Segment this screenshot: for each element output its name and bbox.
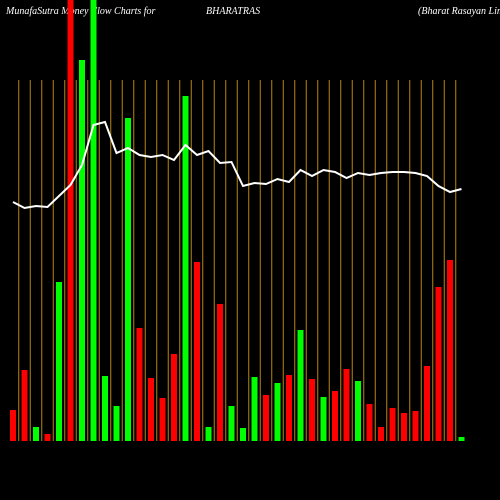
bar [205,427,212,441]
bar [182,96,189,441]
bar [148,378,154,441]
bar [274,383,281,441]
bar [251,377,258,441]
bar [136,328,143,441]
bar [159,398,166,441]
bar [458,437,465,441]
bar [125,118,131,441]
bar [424,366,430,441]
bar [10,410,16,441]
chart-title: MunafaSutra Money Flow Charts for [5,6,156,17]
bar [366,404,373,441]
bar [194,262,200,441]
money-flow-line [12,120,462,210]
bar [33,427,39,441]
bar [90,0,97,441]
bar [113,406,120,441]
bar [67,0,74,441]
bar [79,60,85,441]
bar [21,370,28,441]
bar [171,354,177,441]
bar [401,413,407,441]
bar [332,391,338,441]
bar [263,395,269,441]
bar [355,381,361,441]
symbol: BHARATRAS [206,6,260,17]
bar [389,408,396,441]
bar [228,406,235,441]
bar [378,427,384,441]
bar [447,260,453,441]
bar [320,397,327,441]
bar [286,375,292,441]
bar [217,304,223,441]
bar [412,411,419,441]
bar [435,287,442,441]
bar [343,369,350,441]
bar [309,379,315,441]
bar [297,330,304,441]
bar [240,428,246,441]
company: (Bharat Rasayan Limi [418,6,500,17]
bar [44,434,51,441]
bar [102,376,108,441]
bar [56,282,62,441]
